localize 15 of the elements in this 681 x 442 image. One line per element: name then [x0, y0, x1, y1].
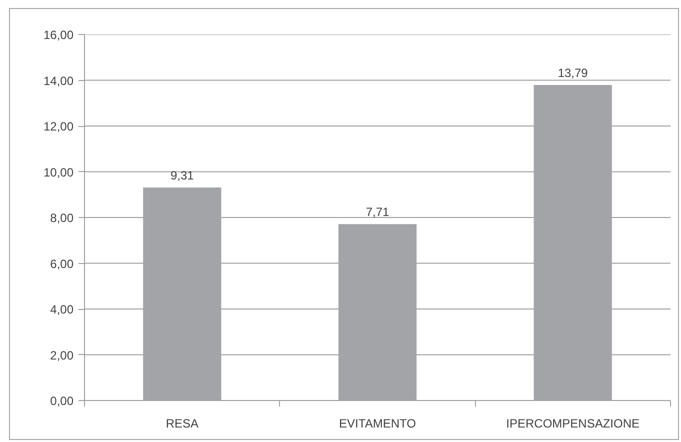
data-label: 13,79 — [558, 66, 588, 80]
data-label: 9,31 — [170, 168, 194, 183]
y-tick-label: 16,00 — [43, 28, 74, 42]
y-tick-label: 14,00 — [43, 74, 74, 88]
x-tick-label: RESA — [166, 416, 199, 430]
y-tick-label: 0,00 — [50, 394, 74, 408]
y-tick-label: 2,00 — [50, 348, 74, 362]
y-tick-label: 10,00 — [43, 165, 74, 180]
y-tick-label: 4,00 — [50, 302, 74, 316]
x-tick-label: IPERCOMPENSAZIONE — [506, 416, 640, 430]
y-tick-label: 8,00 — [50, 211, 74, 225]
x-tick-label: EVITAMENTO — [339, 416, 416, 430]
data-label: 7,71 — [366, 205, 390, 220]
y-tick-label: 12,00 — [43, 120, 74, 134]
y-tick-label: 6,00 — [50, 256, 74, 271]
